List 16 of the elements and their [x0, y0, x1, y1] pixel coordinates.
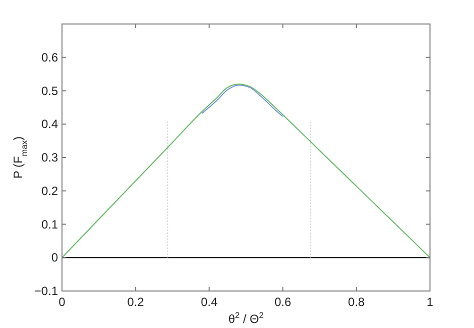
line-series: [62, 84, 430, 258]
x-tick-label: 1: [426, 295, 434, 309]
y-tick-label: 0.6: [41, 50, 58, 64]
y-tick-label: 0: [51, 250, 58, 265]
y-tick-label: −0.1: [34, 284, 58, 298]
y-tick-label: 0.1: [41, 217, 58, 232]
x-tick-label: 0.2: [127, 295, 144, 309]
y-tick-label: 0.5: [41, 84, 58, 98]
x-tick-label: 0.6: [274, 295, 292, 309]
x-tick-label: 0.4: [200, 295, 218, 309]
x-tick-label: 0.8: [348, 295, 366, 309]
y-tick-label: 0.3: [41, 150, 58, 164]
y-tick-label: 0.2: [41, 184, 58, 198]
x-axis-title: θ$^{2}$ / Θ$^{2}$: [228, 310, 264, 326]
y-tick-label: 0.4: [41, 117, 58, 132]
line-series: [201, 84, 284, 117]
